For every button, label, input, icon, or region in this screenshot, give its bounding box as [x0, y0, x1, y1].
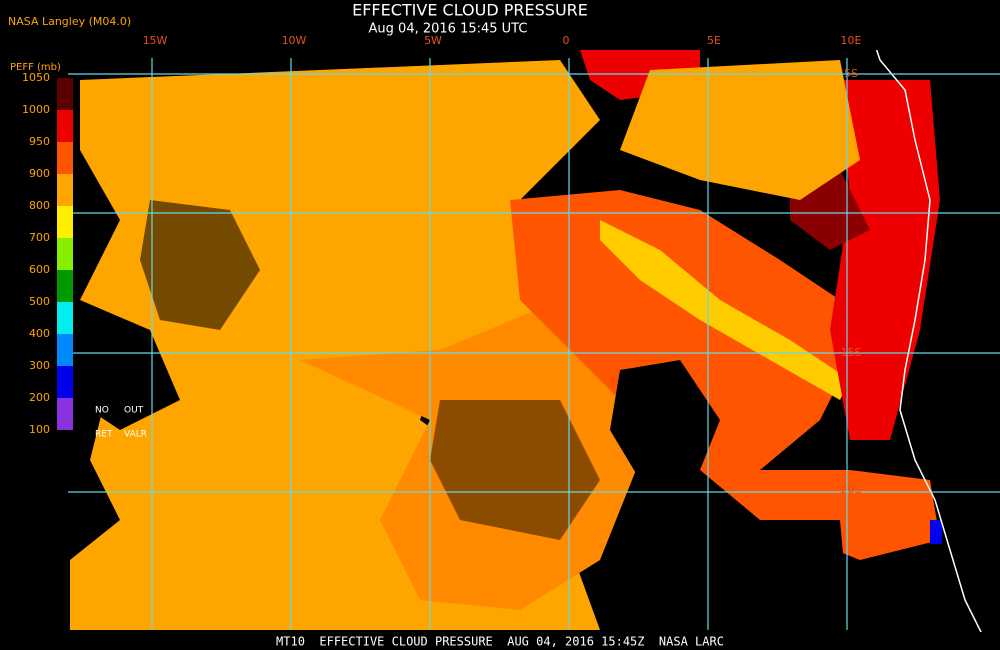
colorbar-band: [57, 334, 73, 366]
legend-note: RET: [95, 430, 113, 440]
latitude-label: 5S: [844, 67, 858, 80]
legend-label: PEFF (mb): [10, 62, 61, 73]
latitude-label: 15S: [841, 346, 862, 359]
colorbar-tick-label: 400: [29, 327, 50, 340]
coastline: [837, 4, 986, 641]
colorbar-band: [57, 78, 73, 110]
longitude-label: 10E: [841, 34, 862, 47]
longitude-label: 10W: [282, 34, 307, 47]
colorbar-tick-label: 200: [29, 391, 50, 404]
footer-band: [0, 632, 1000, 650]
header-band: [0, 0, 1000, 50]
colorbar-tick-label: 300: [29, 359, 50, 372]
colorbar-tick-label: 1000: [22, 103, 50, 116]
colorbar-tick-label: 600: [29, 263, 50, 276]
longitude-label: 5E: [707, 34, 721, 47]
legend-note: OUT: [124, 406, 144, 416]
title: EFFECTIVE CLOUD PRESSURE: [352, 1, 588, 20]
colorbar-band: [57, 366, 73, 398]
latitude-label: 20S: [841, 483, 862, 496]
colorbar-tick-label: 700: [29, 231, 50, 244]
colorbar-band: [57, 238, 73, 270]
colorbar-band: [57, 110, 73, 142]
footer: MT10 EFFECTIVE CLOUD PRESSURE AUG 04, 20…: [276, 635, 724, 649]
legend-band: [0, 50, 68, 632]
colorbar-band: [57, 398, 73, 430]
longitude-label: 15W: [143, 34, 168, 47]
legend-note: VALR: [124, 430, 147, 440]
colorbar-band: [57, 174, 73, 206]
colorbar-band: [57, 142, 73, 174]
longitude-label: 0: [563, 34, 570, 47]
longitude-label: 5W: [424, 34, 442, 47]
colorbar-band: [57, 270, 73, 302]
colorbar-tick-label: 1050: [22, 71, 50, 84]
colorbar-tick-label: 500: [29, 295, 50, 308]
colorbar-band: [57, 206, 73, 238]
graticule: [68, 58, 1000, 630]
subtitle: Aug 04, 2016 15:45 UTC: [369, 22, 528, 37]
colorbar-tick-label: 800: [29, 199, 50, 212]
colorbar-tick-label: 900: [29, 167, 50, 180]
colorbar-tick-label: 950: [29, 135, 50, 148]
colorbar-band: [57, 302, 73, 334]
colorbar-tick-label: 100: [29, 423, 50, 436]
cloud-image: [70, 45, 942, 630]
legend-note: NO: [95, 406, 109, 416]
source-label: NASA Langley (M04.0): [8, 15, 131, 28]
